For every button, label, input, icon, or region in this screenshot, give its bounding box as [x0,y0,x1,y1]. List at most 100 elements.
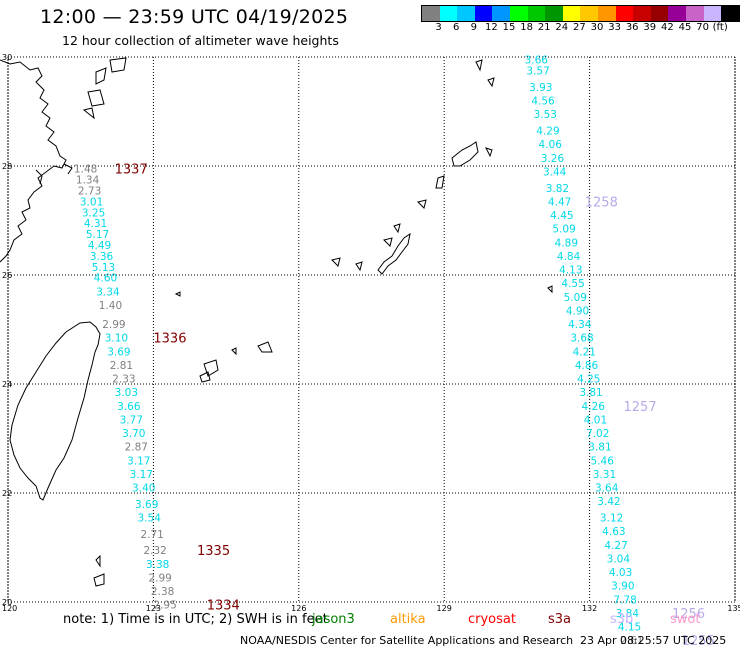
legend-label: 70 [696,22,709,33]
pass-number-label: 1335 [197,544,230,559]
wave-height-label: 3.26 [541,153,565,165]
map-subtitle: 12 hour collection of altimeter wave hei… [62,33,339,48]
wave-height-label: 2.73 [78,186,101,198]
lat-tick-label: 20 [2,598,12,607]
legend-label: 30 [590,22,604,33]
wave-height-label: 4.29 [536,126,559,138]
wave-height-label: 4.21 [573,346,596,358]
legend-swatch [580,6,598,21]
wave-height-label: 3.04 [607,553,631,565]
wave-height-label: 1.40 [99,300,122,312]
wave-height-label: 4.56 [531,96,555,108]
wave-height-label: 7.02 [586,428,609,440]
china-coastline [0,59,67,263]
wave-height-label: 2.61 [620,635,643,647]
wave-height-label: 3.34 [96,286,120,298]
island [174,291,181,297]
island [485,147,493,158]
pass-number-label: 1336 [153,332,186,347]
legend-label: 3 [435,22,442,33]
wave-height-label: 7.78 [613,594,636,606]
satellite-altika: altika [390,612,426,627]
wave-height-label: 2.81 [110,360,133,372]
wave-height-label: 2.87 [125,442,148,454]
wave-height-label: 2.38 [151,586,174,598]
wave-height-label: 3.70 [122,428,145,440]
pass-number-labels: 1337 1336 1335 1334 1258 1257 1256 1255 [115,163,715,649]
legend-swatch [615,6,634,21]
lon-tick-label: 126 [291,604,306,613]
satellite-swot: swot [670,612,701,627]
wave-height-label: 4.01 [584,414,607,426]
legend-label: 39 [643,22,657,33]
island [95,67,107,85]
wave-height-label: 4.34 [568,319,592,331]
island [547,285,553,294]
wave-height-label: 3.25 [82,207,105,219]
wave-height-label: 4.03 [609,567,632,579]
legend-swatch [509,6,528,21]
wave-height-label: 3.68 [570,333,593,345]
wave-height-label: 5.09 [564,292,587,304]
legend-label: 27 [573,22,586,33]
legend-swatch [545,6,563,21]
legend-swatch [492,6,510,21]
graticule [7,56,736,603]
lat-tick-label: 24 [2,380,12,389]
lon-tick-label: 132 [582,604,597,613]
lat-tick-label: 22 [2,489,12,498]
footer-credit: NOAA/NESDIS Center for Satellite Applica… [240,634,574,647]
okinawa-island [377,232,411,275]
wave-height-label: 2.71 [140,529,163,541]
island [475,59,483,72]
map-title: 12:00 — 23:59 UTC 04/19/2025 [40,6,349,28]
wave-height-label: 4.63 [602,526,625,538]
satellite-cryosat: cryosat [468,612,516,627]
wave-height-label: 3.12 [600,513,623,525]
wave-height-label: 2.99 [102,319,125,331]
legend-label: (ft) [712,22,728,33]
wave-height-label: 3.10 [105,333,128,345]
wave-height-label: 5.17 [86,229,109,241]
wave-height-label: 4.60 [94,273,117,285]
island [417,199,427,209]
legend-label: 36 [625,22,639,33]
color-legend [421,5,740,22]
island [82,107,95,120]
legend-swatch [597,6,616,21]
wave-height-label: 3.17 [127,455,150,467]
legend-label: 6 [453,22,460,33]
wave-height-label: 4.49 [88,240,111,252]
wave-height-label: 4.25 [577,374,600,386]
legend-swatch [422,6,440,21]
island [87,89,105,107]
wave-height-label: 3.44 [543,166,567,178]
island [93,573,105,587]
wave-height-label: 4.13 [559,265,582,277]
wave-height-label: 3.40 [132,483,155,495]
legend-label: 12 [485,22,498,33]
wave-height-label: 4.47 [548,196,571,208]
wave-height-label: 3.38 [146,559,169,571]
wave-height-label: 4.15 [618,622,641,634]
lat-tick-label: 28 [2,162,12,171]
wave-height-label: 2.33 [112,374,135,386]
island [231,347,237,356]
legend-swatch [474,6,493,21]
island [393,223,401,234]
wave-height-label: 3.81 [588,442,611,454]
wave-height-label: 5.09 [552,224,575,236]
wave-height-label: 4.27 [604,540,627,552]
wave-height-label: 2.99 [148,572,171,584]
wave-height-labels: 1.481.342.733.013.254.315.174.493.365.13… [74,55,644,647]
satellite-jason3: jason3 [312,612,355,627]
pass-number-label: 1258 [585,195,618,210]
island [331,257,341,267]
wave-height-label: 5.46 [591,455,615,467]
wave-height-label: 3.69 [135,499,158,511]
wave-height-label: 4.26 [582,401,606,413]
wave-height-label: 4.90 [566,305,589,317]
wave-height-label: 4.89 [555,237,578,249]
legend-label: 24 [555,22,569,33]
pass-number-label: 1255 [682,634,715,649]
